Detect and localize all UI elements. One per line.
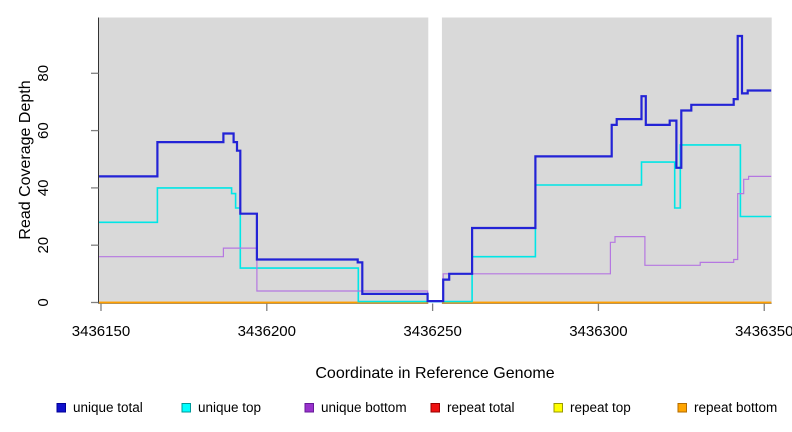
series-line-unique-total <box>99 34 772 303</box>
y-tick-label: 80 <box>35 65 52 82</box>
legend-swatch-unique-total <box>56 403 66 413</box>
coverage-gap <box>428 10 442 306</box>
x-tick-label: 3436350 <box>735 323 792 340</box>
legend-swatch-repeat-total <box>430 403 440 413</box>
x-tick-label: 3436300 <box>569 323 627 340</box>
unique-series-layer <box>99 34 772 303</box>
legend-label-repeat-total: repeat total <box>447 400 515 415</box>
y-tick-label: 20 <box>35 237 52 254</box>
x-tick-label: 3436250 <box>403 323 461 340</box>
chart-legend: unique total unique top unique bottom repea… <box>56 400 777 415</box>
series-line-unique-bottom <box>99 175 772 302</box>
x-tick-label: 3436150 <box>72 323 130 340</box>
legend-label-unique-bottom: unique bottom <box>321 400 407 415</box>
y-axis-title: Read Coverage Depth <box>17 80 34 239</box>
legend-swatch-repeat-top <box>553 403 563 413</box>
y-tick-label: 0 <box>35 298 52 306</box>
x-axis-title: Coordinate in Reference Genome <box>315 365 554 382</box>
axes-layer: 3436150 3436200 3436250 3436300 3436350 0 20 40… <box>35 17 792 340</box>
legend-swatch-unique-top <box>181 403 191 413</box>
legend-label-repeat-bottom: repeat bottom <box>694 400 777 415</box>
legend-swatch-unique-bottom <box>304 403 314 413</box>
coverage-gap-layer <box>428 10 442 306</box>
legend-label-repeat-top: repeat top <box>570 400 631 415</box>
y-tick-label: 40 <box>35 180 52 197</box>
x-tick-label: 3436200 <box>238 323 296 340</box>
legend-label-unique-top: unique top <box>198 400 261 415</box>
legend-label-unique-total: unique total <box>73 400 143 415</box>
legend-swatch-repeat-bottom <box>677 403 687 413</box>
series-line-unique-top <box>99 144 772 303</box>
y-tick-label: 60 <box>35 122 52 139</box>
